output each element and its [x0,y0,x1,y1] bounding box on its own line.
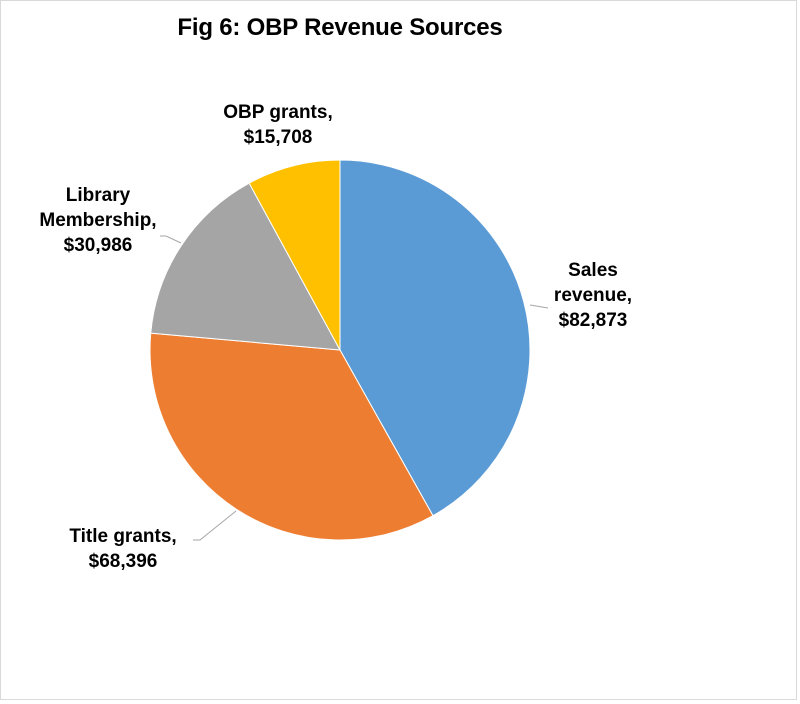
label-obp-grants: OBP grants, $15,708 [203,100,353,150]
label-library-membership: Library Membership, $30,986 [28,183,168,258]
label-library-name: Library [65,185,131,206]
label-library-name2: Membership, [39,210,157,231]
chart-title: Fig 6: OBP Revenue Sources [177,14,503,41]
label-title-name: Title grants, [69,526,177,547]
slice-title-grants [149,332,434,541]
label-sales-value: $82,873 [558,310,628,331]
label-title-value: $68,396 [88,551,158,572]
leader-line-title [193,510,237,541]
slice-sales-revenue [339,159,531,517]
label-title-grants: Title grants, $68,396 [38,524,208,574]
leader-line-sales [529,304,549,309]
label-sales-revenue: Sales revenue, $82,873 [533,258,653,333]
label-sales-name: Sales [568,260,618,281]
label-sales-name2: revenue, [553,285,633,306]
label-obp-value: $15,708 [243,127,313,148]
label-obp-name: OBP grants, [223,102,333,123]
label-library-value: $30,986 [63,235,133,256]
slice-library-membership [150,182,341,351]
slice-obp-grants [248,159,341,351]
leader-line-library [160,235,182,244]
